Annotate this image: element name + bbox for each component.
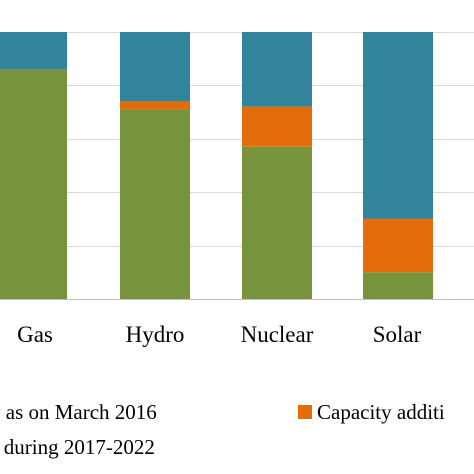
bars bbox=[0, 32, 433, 300]
bar-hydro-remaining bbox=[120, 32, 190, 102]
bar-nuclear-remaining bbox=[242, 32, 312, 107]
bar-gas-remaining bbox=[0, 32, 67, 70]
bar-nuclear-base bbox=[242, 146, 312, 299]
legend-swatch-addition bbox=[298, 405, 312, 419]
tick-label-hydro: Hydro bbox=[126, 322, 185, 347]
legend: y as on March 2016 n during 2017-2022 Ca… bbox=[0, 400, 445, 459]
bar-solar-remaining bbox=[363, 32, 433, 219]
legend-addition-text: Capacity additi bbox=[317, 400, 445, 424]
x-tick-labels: Gas Hydro Nuclear Solar bbox=[17, 322, 421, 347]
bar-solar-addition bbox=[363, 218, 433, 273]
bar-nuclear-addition bbox=[242, 106, 312, 147]
tick-label-nuclear: Nuclear bbox=[241, 322, 314, 347]
tick-label-solar: Solar bbox=[373, 322, 422, 347]
legend-base-line2: n during 2017-2022 bbox=[0, 435, 155, 459]
tick-label-gas: Gas bbox=[17, 322, 53, 347]
bar-hydro-base bbox=[120, 109, 190, 300]
bar-solar-base bbox=[363, 272, 433, 299]
legend-base-line1: y as on March 2016 bbox=[0, 400, 157, 424]
bar-hydro-addition bbox=[120, 101, 190, 110]
bar-gas-base bbox=[0, 69, 67, 299]
